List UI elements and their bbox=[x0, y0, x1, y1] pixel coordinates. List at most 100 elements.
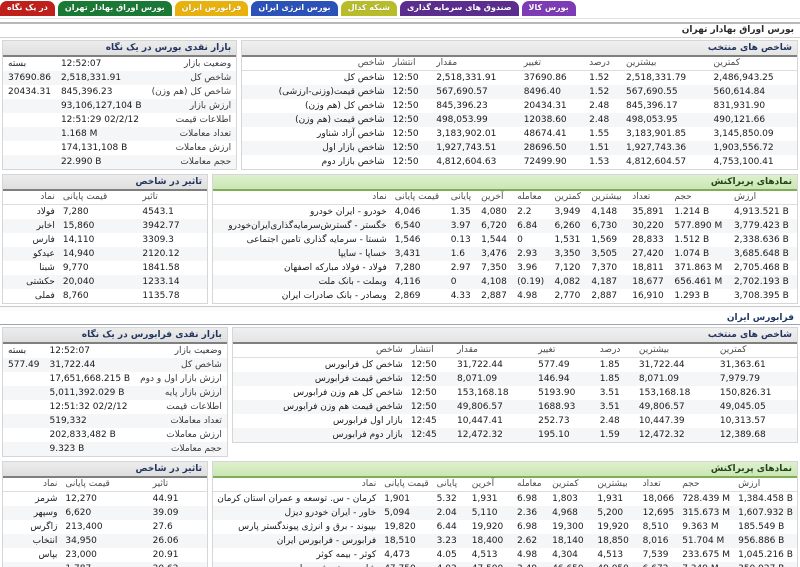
active-symbol-row[interactable]: 1,384.458 B 728.439 M 18,066 1,931 1,803 6.98… bbox=[213, 492, 797, 507]
impact-symbol[interactable]: بپاس bbox=[38, 550, 58, 560]
index-name[interactable]: بازار اول فرابورس bbox=[333, 416, 403, 426]
col-symbol[interactable]: نماد bbox=[213, 478, 381, 492]
col-published[interactable]: انتشار bbox=[406, 344, 454, 358]
index-row[interactable]: 4,753,100.41 4,812,604.57 1.53 72499.90 4,81… bbox=[242, 155, 797, 169]
impact-symbol[interactable]: شرمز bbox=[35, 494, 58, 504]
col-volume[interactable]: حجم bbox=[670, 191, 730, 205]
tab-5[interactable]: صندوق های سرمایه گذاری bbox=[399, 1, 519, 16]
col-count[interactable]: تعداد bbox=[628, 191, 671, 205]
index-row[interactable]: 560,614.84 567,690.55 1.52 8496.40 567,690.5… bbox=[242, 85, 797, 99]
active-symbol-row[interactable]: 4,913.521 B 1.214 B 35,891 4,148 3,949 2.2 4,0… bbox=[213, 205, 797, 220]
active-symbol-row[interactable]: 956.886 B 51.704 M 8,016 18,850 18,140 2.62 18… bbox=[213, 534, 797, 548]
col-volume[interactable]: حجم bbox=[678, 478, 735, 492]
col-high[interactable]: بیشترین bbox=[634, 344, 716, 358]
tab-1[interactable]: بورس اوراق بهادار تهران bbox=[57, 1, 172, 16]
index-name[interactable]: شاخص بازار دوم bbox=[321, 157, 385, 167]
impact-row[interactable]: 2120.12 14,940 عیدکو bbox=[3, 247, 207, 261]
col-effect[interactable]: تاثیر bbox=[138, 191, 207, 205]
impact-symbol[interactable]: شبنا bbox=[39, 263, 55, 273]
symbol-name[interactable]: خگستر - گسترش‌سرمایه‌گذاری‌ایران‌خودرو bbox=[228, 221, 387, 231]
symbol-name[interactable]: فرابورس - فرابورس ایران bbox=[276, 536, 377, 546]
impact-row[interactable]: 1233.14 20,040 حکشتی bbox=[3, 275, 207, 289]
col-close-price[interactable]: قیمت پایانی bbox=[380, 478, 433, 492]
impact-row[interactable]: 3942.77 15,860 اخابر bbox=[3, 219, 207, 233]
active-symbol-row[interactable]: 2,705.468 B 371.863 M 18,811 7,370 7,120 3.96… bbox=[213, 261, 797, 275]
tab-4[interactable]: شبکه کدال bbox=[340, 1, 397, 16]
active-symbol-row[interactable]: 3,685.648 B 1.074 B 27,420 3,505 3,350 2.93 3,… bbox=[213, 247, 797, 261]
index-row[interactable]: 831,931.90 845,396.17 2.48 20434.31 845,396.… bbox=[242, 99, 797, 113]
index-name[interactable]: شاخص قیمت هم وزن فرابورس bbox=[283, 402, 403, 412]
active-symbol-row[interactable]: 1,045.216 B 233.675 M 7,539 4,513 4,304 4.98 4… bbox=[213, 548, 797, 562]
impact-symbol[interactable]: فولاد bbox=[36, 207, 55, 217]
col-close-pct[interactable]: پایانی bbox=[432, 478, 468, 492]
symbol-name[interactable]: کرمان - س. توسعه و عمران استان کرمان bbox=[217, 494, 377, 504]
col-high[interactable]: بیشترین bbox=[587, 191, 629, 205]
index-name[interactable]: شاخص بازار اول bbox=[322, 143, 385, 153]
impact-row[interactable]: 27.6 213,400 زاگرس bbox=[3, 520, 207, 534]
col-value[interactable]: ارزش bbox=[729, 191, 797, 205]
col-published[interactable]: انتشار bbox=[388, 57, 433, 71]
col-index-name[interactable]: شاخص bbox=[242, 57, 389, 71]
col-low[interactable]: کمترین bbox=[715, 344, 797, 358]
col-high[interactable]: بیشترین bbox=[593, 478, 639, 492]
index-row[interactable]: 49,045.05 49,806.57 3.51 1688.93 49,806.57 12… bbox=[232, 400, 797, 414]
active-symbol-row[interactable]: 2,338.636 B 1.512 B 28,833 1,569 1,531 0 1,544… bbox=[213, 233, 797, 247]
impact-row[interactable]: 20.91 23,000 بپاس bbox=[3, 548, 207, 562]
col-symbol[interactable]: نماد bbox=[3, 478, 62, 492]
index-row[interactable]: 12,389.68 12,472.32 1.59 195.10 12,472.32 12:… bbox=[232, 428, 797, 442]
impact-row[interactable]: 39.09 6,620 وسپهر bbox=[3, 506, 207, 520]
symbol-name[interactable]: خودرو - ایران خودرو bbox=[310, 207, 387, 217]
index-row[interactable]: 7,979.79 8,071.09 1.85 146.94 8,071.09 12:50 ش… bbox=[232, 372, 797, 386]
col-close-price[interactable]: قیمت پایانی bbox=[61, 478, 149, 492]
col-value[interactable]: مقدار bbox=[432, 57, 520, 71]
symbol-name[interactable]: شاروم - پتروشیمی ارومیه bbox=[213, 562, 380, 567]
impact-symbol[interactable]: دی bbox=[3, 562, 61, 567]
impact-symbol[interactable]: فارس bbox=[32, 235, 55, 245]
active-symbol-row[interactable]: 185.549 B 9.363 M 8,510 19,920 19,300 6.98 19,… bbox=[213, 520, 797, 534]
col-low[interactable]: کمترین bbox=[709, 57, 797, 71]
impact-symbol[interactable]: عیدکو bbox=[33, 249, 55, 259]
index-row[interactable]: 1,903,556.72 1,927,743.36 1.51 28696.50 1,92… bbox=[242, 141, 797, 155]
col-pct[interactable]: درصد bbox=[585, 57, 623, 71]
index-name[interactable]: شاخص قیمت فرابورس bbox=[314, 374, 403, 384]
col-low[interactable]: کمترین bbox=[548, 478, 594, 492]
col-index-name[interactable]: شاخص bbox=[232, 344, 407, 358]
impact-symbol[interactable]: وسپهر bbox=[33, 508, 58, 518]
active-symbol-row[interactable]: 3,708.395 B 1.293 B 16,910 2,887 2,770 4.98 2,… bbox=[213, 289, 797, 303]
index-name[interactable]: شاخص آزاد شناور bbox=[317, 129, 385, 139]
col-value[interactable]: ارزش bbox=[734, 478, 797, 492]
active-symbol-row[interactable]: 3,779.423 B 577.890 M 30,220 6,730 6,260 6.84… bbox=[213, 219, 797, 233]
symbol-name[interactable]: کوثر - بیمه کوثر bbox=[316, 550, 377, 560]
index-name[interactable]: شاخص کل فرابورس bbox=[324, 360, 403, 370]
col-change[interactable]: تغییر bbox=[519, 57, 586, 71]
col-count[interactable]: تعداد bbox=[638, 478, 679, 492]
col-effect[interactable]: تاثیر bbox=[148, 478, 207, 492]
index-row[interactable]: 3,145,850.09 3,183,901.85 1.55 48674.41 3,18… bbox=[242, 127, 797, 141]
impact-row[interactable]: 20.621,787دی bbox=[3, 562, 207, 567]
index-name[interactable]: شاخص کل bbox=[343, 73, 385, 83]
active-symbol-row[interactable]: 350.927 B7.349 M6,67249,05046,6503.4947,… bbox=[213, 562, 797, 567]
index-name[interactable]: شاخص قیمت(وزنی-ارزشی) bbox=[278, 87, 385, 97]
symbol-name[interactable]: بپیوند - برق و انرژی پیوندگستر پارس bbox=[238, 522, 377, 532]
impact-symbol[interactable]: فملی bbox=[34, 291, 55, 301]
index-row[interactable]: 490,121.66 498,053.95 2.48 12038.60 498,053.… bbox=[242, 113, 797, 127]
symbol-name[interactable]: وبصادر - بانک صادرات ایران bbox=[281, 291, 387, 301]
tab-6[interactable]: بورس کالا bbox=[521, 1, 576, 16]
col-value[interactable]: مقدار bbox=[453, 344, 535, 358]
col-last-price[interactable]: آخرین bbox=[467, 478, 514, 492]
symbol-name[interactable]: خاور - ایران خودرو دیزل bbox=[284, 508, 377, 518]
index-row[interactable]: 31,363.61 31,722.44 1.85 577.49 31,722.44 12:… bbox=[233, 358, 797, 373]
impact-row[interactable]: 4543.1 7,280 فولاد bbox=[3, 205, 207, 220]
index-name[interactable]: بازار دوم فرابورس bbox=[332, 430, 403, 440]
impact-symbol[interactable]: زاگرس bbox=[30, 522, 58, 532]
col-high[interactable]: بیشترین bbox=[622, 57, 710, 71]
col-close-price[interactable]: قیمت پایانی bbox=[390, 191, 447, 205]
impact-row[interactable]: 26.06 34,950 انتخاب bbox=[3, 534, 207, 548]
symbol-name[interactable]: خساپا - سایپا bbox=[337, 249, 387, 259]
col-symbol[interactable]: نماد bbox=[3, 191, 59, 205]
impact-row[interactable]: 1135.78 8,760 فملی bbox=[3, 289, 207, 303]
tab-3[interactable]: بورس انرژی ایران bbox=[251, 1, 338, 16]
impact-row[interactable]: 3309.3 14,110 فارس bbox=[3, 233, 207, 247]
tab-2[interactable]: فرابورس ایران bbox=[174, 1, 249, 16]
col-close-pct[interactable]: پایانی bbox=[446, 191, 478, 205]
